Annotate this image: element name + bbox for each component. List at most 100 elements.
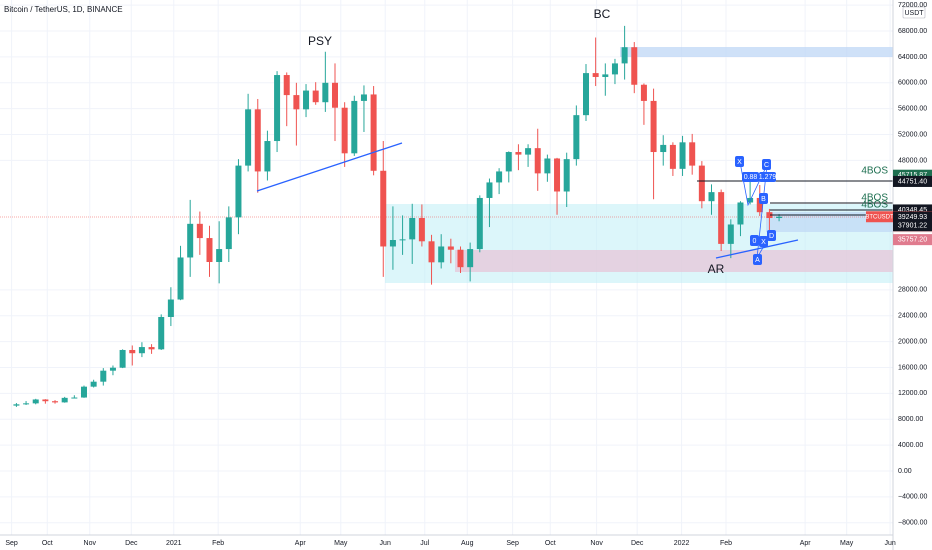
candle-body — [370, 94, 377, 171]
y-tick-label: −4000.00 — [898, 494, 927, 501]
candle-body — [409, 218, 416, 240]
pattern-box — [759, 236, 768, 247]
pattern-label: C — [764, 162, 769, 169]
pattern-label: D — [769, 233, 774, 240]
price-label: 44751.40 — [898, 178, 927, 185]
annotation: AR — [708, 262, 725, 276]
candle-body — [631, 47, 638, 85]
y-tick-label: 72000.00 — [898, 2, 927, 9]
x-tick-label: Oct — [42, 540, 53, 547]
candle-body — [776, 216, 783, 219]
candle-body — [611, 63, 618, 75]
candle-body — [698, 165, 705, 202]
y-tick-label: 68000.00 — [898, 28, 927, 35]
annotation: 4BOS — [861, 166, 888, 177]
currency-box — [902, 6, 926, 19]
candle-body — [360, 94, 367, 101]
trend-line — [715, 239, 799, 259]
y-tick-label: 16000.00 — [898, 364, 927, 371]
price-label-box — [893, 175, 932, 187]
candle-body — [148, 347, 155, 350]
x-tick-label: Dec — [125, 540, 138, 547]
candle-body — [331, 82, 338, 108]
price-label-box — [893, 220, 932, 232]
candle-body — [274, 75, 281, 142]
x-tick-label: Sep — [506, 540, 519, 547]
y-tick-label: 8000.00 — [898, 416, 923, 423]
candle-body — [264, 141, 271, 172]
y-tick-label: 64000.00 — [898, 54, 927, 61]
candle-body — [515, 152, 522, 155]
candle-body — [486, 182, 493, 198]
candle-body — [245, 109, 252, 166]
price-label: 39249.93 — [898, 214, 927, 221]
demand-zone — [455, 250, 893, 272]
candle-body — [312, 90, 319, 103]
time-axis — [0, 535, 893, 550]
target-zone — [766, 212, 893, 232]
currency: USDT — [904, 10, 924, 17]
grid — [0, 0, 893, 535]
candle-body — [563, 159, 570, 192]
y-tick-label: 60000.00 — [898, 80, 927, 87]
y-tick-label: 28000.00 — [898, 287, 927, 294]
y-tick-label: 20000.00 — [898, 338, 927, 345]
price-label: 37901.22 — [898, 223, 927, 230]
candle-body — [621, 47, 628, 64]
y-tick-label: 0.00 — [898, 468, 912, 475]
candle-body — [167, 299, 174, 317]
price-axis — [893, 0, 932, 550]
candle-body — [447, 246, 454, 250]
y-tick-label: 4000.00 — [898, 442, 923, 449]
pattern-label: A — [755, 257, 760, 264]
x-tick-label: Apr — [295, 540, 307, 547]
axis-labels: 72000.00 68000.00 64000.00 60000.00 56000.00… — [5, 2, 932, 547]
pattern-label: 0.88 — [744, 174, 758, 181]
candle-body — [708, 192, 715, 202]
candle-body — [679, 142, 686, 169]
candle-body — [457, 249, 464, 268]
annotation: 4BOS — [861, 200, 888, 211]
candle-body — [573, 115, 580, 160]
candle-body — [235, 165, 242, 218]
y-tick-label: 12000.00 — [898, 390, 927, 397]
pattern-box — [735, 156, 744, 167]
symbol-box — [866, 211, 893, 223]
y-tick-label: 48000.00 — [898, 157, 927, 164]
candle-body — [756, 197, 763, 213]
candle-body — [650, 100, 657, 153]
candle-body — [496, 171, 503, 183]
x-tick-label: Feb — [212, 540, 224, 547]
x-tick-label: Jul — [420, 540, 429, 547]
candle-body — [583, 73, 590, 116]
price-label: 40348.45 — [898, 207, 927, 214]
candle-body — [187, 223, 194, 258]
candle-body — [196, 223, 203, 239]
candle-body — [689, 142, 696, 166]
candle-body — [718, 192, 725, 244]
annotation: 4BOS — [861, 193, 888, 204]
candle-body — [177, 257, 184, 300]
price-label: 45715.87 — [898, 172, 927, 179]
x-tick-label: Sep — [5, 540, 18, 547]
candle-body — [32, 399, 39, 404]
trend-line — [256, 142, 403, 192]
candle-body — [525, 148, 532, 155]
pattern-label: B — [761, 196, 766, 203]
annotation: BC — [594, 7, 611, 21]
annotation: PSY — [308, 34, 332, 48]
y-tick-label: −8000.00 — [898, 520, 927, 527]
candle-body — [109, 367, 116, 371]
candle-body — [52, 401, 59, 403]
candle-body — [428, 241, 435, 263]
x-tick-label: Apr — [800, 540, 812, 547]
candle-body — [727, 224, 734, 244]
pattern-label: X — [761, 239, 766, 246]
x-tick-label: Nov — [84, 540, 97, 547]
candle-body — [158, 316, 165, 350]
candle-body — [225, 217, 232, 250]
candle-body — [23, 403, 30, 405]
candle-body — [660, 144, 667, 153]
y-tick-label: 24000.00 — [898, 313, 927, 320]
